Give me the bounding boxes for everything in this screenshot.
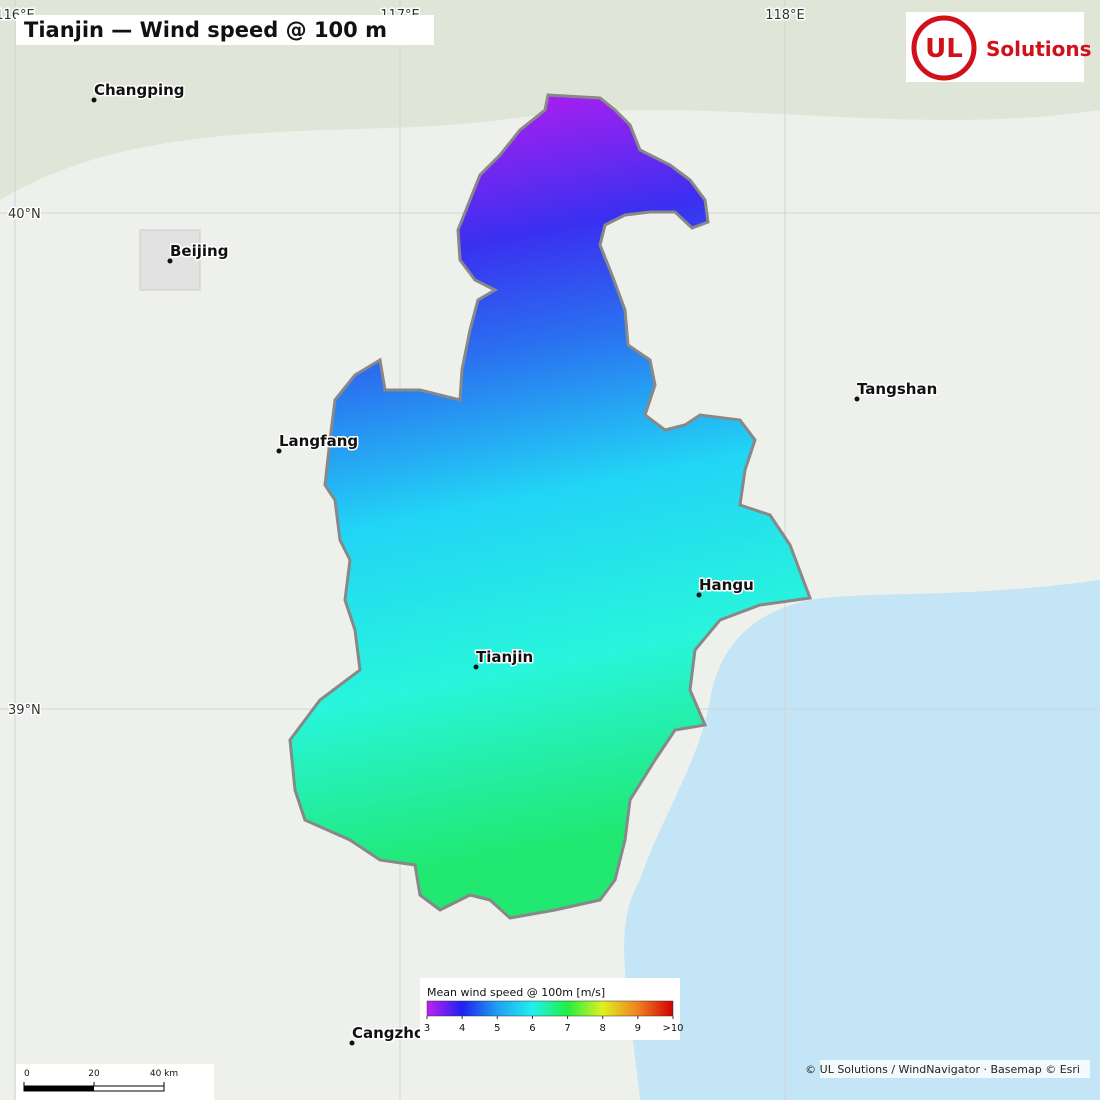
city-labels: Changping Beijing Langfang Tianjin Hangu Tang… [91,80,939,1046]
city-label: Tianjin [476,648,533,666]
city-dot [349,1040,355,1046]
scale-label: 40 km [150,1069,178,1079]
scale-label: 20 [88,1069,100,1079]
colorbar [426,1000,674,1017]
colorbar-tick-label: 5 [494,1023,500,1034]
scale-box [16,1064,214,1100]
city-dot [276,448,282,454]
colorbar-tick-label: 4 [459,1023,465,1034]
city-dot [854,396,860,402]
attribution-box [820,1060,1090,1078]
scale-bar: 0 20 40 km [16,1064,214,1100]
sea [624,580,1100,1100]
colorbar-tick-label: >10 [662,1023,683,1034]
tianjin-wind-field [288,93,813,920]
city-label: Langfang [279,432,358,450]
scale-bar-segment [24,1086,94,1091]
legend: Mean wind speed @ 100m [m/s] 3 4 5 6 7 8 9 >10 [420,978,684,1040]
colorbar-tick-label: 9 [635,1023,641,1034]
colorbar-tick-label: 8 [600,1023,606,1034]
city-label: Cangzhou [352,1024,435,1042]
lat-label: 39°N [8,703,41,718]
logo-mark: UL [925,34,963,64]
logo-text: Solutions [986,37,1092,61]
scale-label: 0 [24,1069,30,1079]
colorbar-tick-label: 3 [424,1023,430,1034]
lat-label: 40°N [8,207,41,222]
attribution: © UL Solutions / WindNavigator · Basemap… [805,1063,1080,1076]
city-label: Changping [94,81,185,99]
legend-title: Mean wind speed @ 100m [m/s] [427,986,605,999]
logo-box [906,12,1084,82]
lon-label: 118°E [765,8,805,23]
colorbar-tick-label: 7 [564,1023,570,1034]
title-box [16,15,434,45]
colorbar-tick-label: 6 [529,1023,535,1034]
city-label: Hangu [699,576,754,594]
city-dot [473,664,479,670]
logo-circle [911,15,977,81]
title: Tianjin — Wind speed @ 100 m [24,18,387,42]
city-label: Beijing [170,242,228,260]
city-label: Tangshan [857,380,937,398]
city-dot [167,258,173,264]
city-dot [91,97,97,103]
city-dot [696,592,702,598]
